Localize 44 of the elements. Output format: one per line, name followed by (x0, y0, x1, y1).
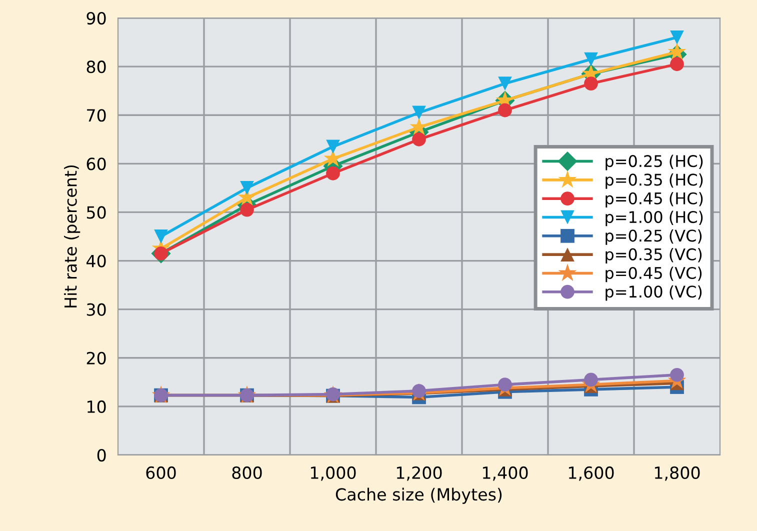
x-tick-label: 1,800 (654, 466, 700, 481)
x-tick-label: 1,200 (396, 466, 442, 481)
x-tick-label: 1,400 (482, 466, 528, 481)
y-tick-label: 80 (86, 60, 106, 74)
y-tick-label: 20 (86, 352, 106, 364)
point (498, 378, 512, 392)
legend-label: p=0.25 (HC) (606, 154, 703, 170)
point (668, 42, 686, 60)
y-tick-label: 50 (86, 206, 106, 219)
point (584, 76, 598, 90)
point (326, 166, 340, 180)
y-tick-label: 30 (86, 303, 106, 316)
point (326, 140, 340, 154)
y-tick-label: 0 (97, 448, 106, 462)
x-tick-label: 1,000 (310, 466, 356, 481)
x-tick-label: 800 (232, 466, 262, 480)
y-tick-label: 40 (86, 254, 106, 268)
y-axis-title: Hit rate (percent) (64, 165, 80, 308)
x-tick-label: 1,600 (568, 466, 614, 481)
x-tick-label: 600 (146, 466, 176, 480)
point (498, 76, 512, 90)
legend-label: p=0.25 (VC) (606, 229, 702, 245)
point (154, 230, 168, 244)
point (412, 132, 426, 146)
point (670, 368, 684, 382)
point (240, 202, 254, 217)
legend-label: p=0.45 (VC) (606, 266, 702, 282)
y-tick-label: 60 (86, 158, 106, 170)
point (670, 30, 684, 44)
y-tick-label: 70 (87, 109, 106, 122)
point (498, 103, 512, 118)
legend-label: p=1.00 (HC) (606, 210, 703, 226)
x-axis-title: Cache size (Mbytes) (336, 488, 502, 504)
point (670, 57, 684, 72)
point (240, 181, 254, 195)
y-tick-label: 10 (88, 400, 106, 414)
y-tick-label: 90 (86, 12, 106, 25)
point (584, 52, 598, 66)
legend-label: p=1.00 (VC) (606, 285, 702, 301)
legend-label: p=0.45 (HC) (606, 192, 703, 208)
legend-label: p=0.35 (HC) (606, 173, 703, 189)
legend-label: p=0.35 (VC) (606, 248, 702, 264)
point (584, 372, 598, 387)
point (412, 106, 426, 120)
